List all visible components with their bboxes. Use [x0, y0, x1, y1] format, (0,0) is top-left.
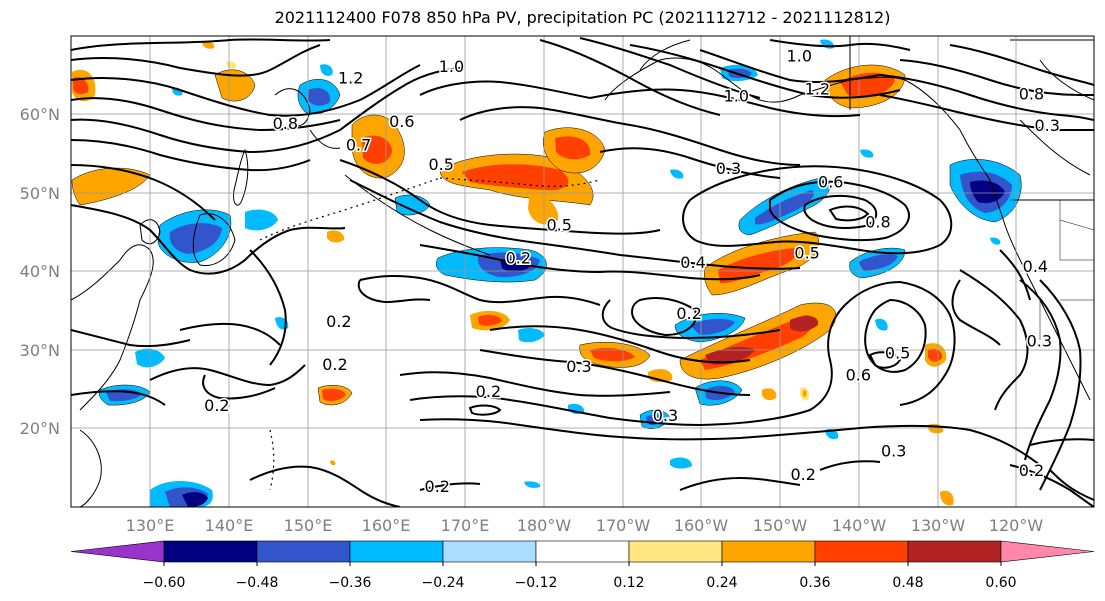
colorbar-tick-label: −0.24: [422, 575, 465, 591]
map-title: 2021112400 F078 850 hPa PV, precipitatio…: [274, 8, 891, 27]
colorbar-tick-label: −0.36: [329, 575, 372, 591]
colorbar-swatch: [163, 540, 258, 563]
contour-label: 0.2: [204, 396, 229, 415]
contour-label: 0.8: [1019, 84, 1044, 103]
colorbar-swatch: [256, 540, 351, 563]
contour-label: 0.2: [790, 465, 815, 484]
lon-label: 150°W: [753, 516, 808, 535]
colorbar-tick-label: −0.12: [515, 575, 558, 591]
political-borders: [1010, 199, 1094, 340]
lon-label: 180°W: [517, 516, 572, 535]
contour-label: 1.2: [805, 80, 830, 99]
contour-label: 0.5: [885, 343, 910, 362]
contour-label: 0.4: [680, 253, 705, 272]
contour-label: 0.3: [566, 357, 591, 376]
contour-label: 0.2: [425, 477, 450, 496]
contour-label: 0.3: [653, 406, 678, 425]
lon-label: 160°W: [674, 516, 729, 535]
contour-label: 0.5: [794, 244, 819, 263]
lon-label: 140°E: [205, 516, 254, 535]
contour-label: 0.2: [506, 248, 531, 267]
contour-label: 0.5: [547, 215, 572, 234]
colorbar-tick-label: −0.48: [236, 575, 279, 591]
latitude-axis: 60°N 50°N 40°N 30°N 20°N: [20, 105, 60, 438]
lon-label: 150°E: [284, 516, 333, 535]
colorbar-swatch: [349, 540, 444, 563]
colorbar-swatch: [907, 540, 1002, 563]
contour-label: 0.3: [1034, 116, 1059, 135]
contour-label: 0.6: [846, 365, 871, 384]
pv-contours: [71, 37, 1094, 507]
colorbar-tick-label: 0.36: [799, 575, 830, 591]
lon-label: 130°E: [126, 516, 175, 535]
lat-label: 20°N: [20, 419, 60, 438]
colorbar-swatch: [721, 540, 816, 563]
plot-frame: [70, 35, 1095, 508]
contour-label: 0.4: [1023, 257, 1048, 276]
colorbar-tick-label: 0.24: [706, 575, 737, 591]
contour-label: 0.3: [1027, 332, 1052, 351]
precip-shading: [71, 39, 1022, 507]
dashed-boundaries: [259, 177, 601, 491]
contour-label: 0.2: [476, 382, 501, 401]
lat-label: 30°N: [20, 341, 60, 360]
lon-label: 140°W: [832, 516, 887, 535]
lon-label: 170°W: [596, 516, 651, 535]
contour-label: 0.3: [881, 442, 906, 461]
contour-label: 0.2: [1019, 461, 1044, 480]
colorbar-tick-label: 0.48: [892, 575, 923, 591]
contour-label: 1.0: [439, 57, 464, 76]
colorbar-tick-label: 0.12: [613, 575, 644, 591]
colorbar-swatch: [70, 540, 165, 563]
longitude-axis: 130°E 140°E 150°E 160°E 170°E 180°W 170°…: [126, 516, 1044, 535]
lon-label: 120°W: [989, 516, 1044, 535]
lon-label: 160°E: [362, 516, 411, 535]
contour-label: 0.8: [273, 114, 298, 133]
lat-label: 40°N: [20, 262, 60, 281]
contour-label: 0.2: [322, 355, 347, 374]
contour-label: 0.2: [326, 312, 351, 331]
contour-label: 0.5: [428, 155, 453, 174]
colorbar-swatch: [535, 540, 630, 563]
lon-label: 130°W: [911, 516, 966, 535]
colorbar-swatch: [1000, 540, 1095, 563]
contour-label: 1.0: [787, 47, 812, 66]
colorbar-ticks: −0.60 −0.48 −0.36 −0.24 −0.12 0.12 0.24 0.36 0.4…: [143, 562, 1017, 591]
colorbar-swatch: [814, 540, 909, 563]
contour-label: 1.2: [338, 69, 363, 88]
colorbar: [70, 540, 1095, 563]
colorbar-swatch: [442, 540, 537, 563]
colorbar-swatch: [628, 540, 723, 563]
contour-label: 0.2: [676, 304, 701, 323]
contour-label: 0.6: [818, 172, 843, 191]
contour-labels: 1.2 1.0 1.0 1.0 1.2 0.8 0.7 0.6 0.5 0.5 0.2 0.4 0.5 0…: [203, 45, 1062, 497]
lat-label: 50°N: [20, 184, 60, 203]
contour-label: 0.3: [716, 159, 741, 178]
colorbar-tick-label: 0.60: [985, 575, 1016, 591]
contour-label: 0.8: [865, 212, 890, 231]
lon-label: 170°E: [441, 516, 490, 535]
contour-label: 0.6: [389, 112, 414, 131]
lat-label: 60°N: [20, 105, 60, 124]
colorbar-tick-label: −0.60: [143, 575, 186, 591]
contour-label: 1.0: [724, 87, 749, 106]
contour-label: 0.7: [346, 135, 371, 154]
